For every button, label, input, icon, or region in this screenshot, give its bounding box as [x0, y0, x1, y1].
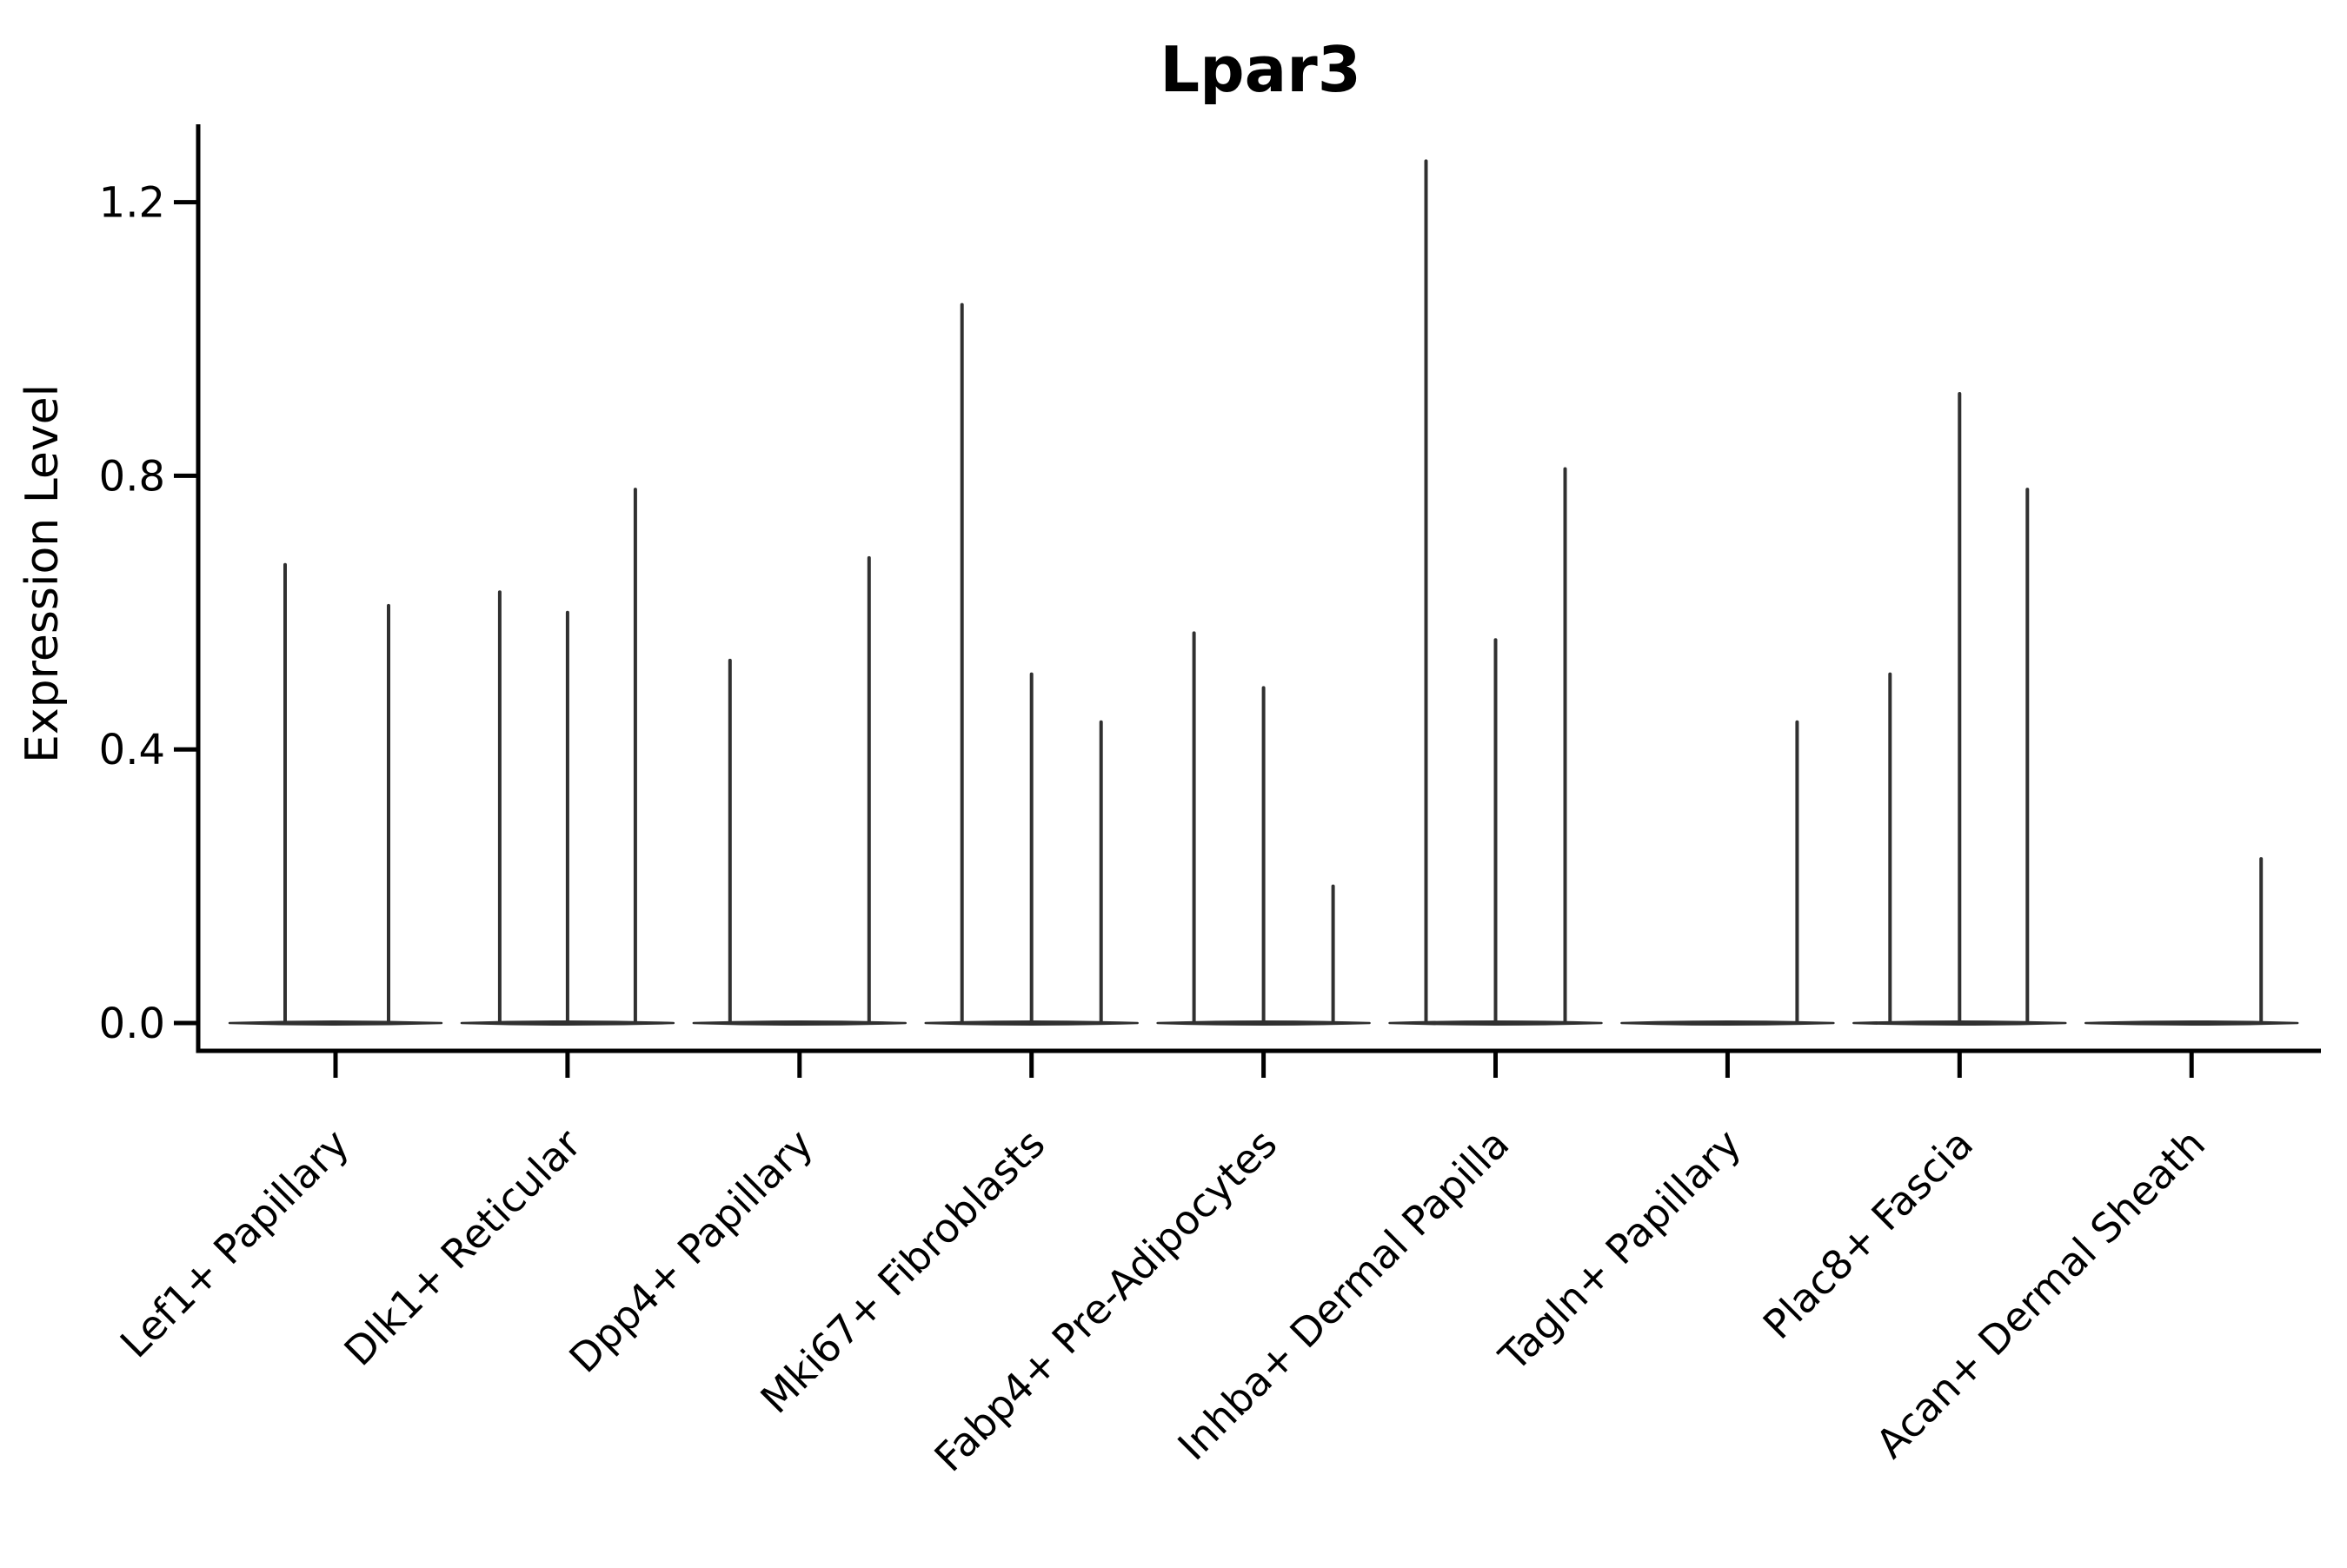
y-tick-label: 1.2 — [99, 179, 165, 228]
x-tick-label: Dpp4+ Papillary — [560, 1120, 821, 1382]
y-tick-label: 0.8 — [99, 452, 165, 501]
violin-baseline — [228, 1020, 443, 1026]
y-tick-label: 0.4 — [99, 726, 165, 774]
violin-baseline — [692, 1020, 908, 1026]
chart-title: Lpar3 — [1160, 33, 1361, 106]
x-tick-label: Dlk1+ Reticular — [335, 1120, 589, 1375]
y-axis-label: Expression Level — [17, 384, 69, 763]
y-axis-ticks: 0.0 0.4 0.8 1.2 — [99, 179, 198, 1048]
x-tick-label: Tagln+ Papillary — [1490, 1120, 1751, 1381]
x-tick-label: Plac8+ Fascia — [1754, 1120, 1982, 1348]
violin-baseline — [2084, 1020, 2299, 1026]
y-tick-label: 0.0 — [99, 1000, 165, 1048]
violins-group — [228, 159, 2299, 1026]
x-tick-label: Lef1+ Papillary — [111, 1120, 358, 1367]
violin-baseline — [1620, 1020, 1835, 1026]
